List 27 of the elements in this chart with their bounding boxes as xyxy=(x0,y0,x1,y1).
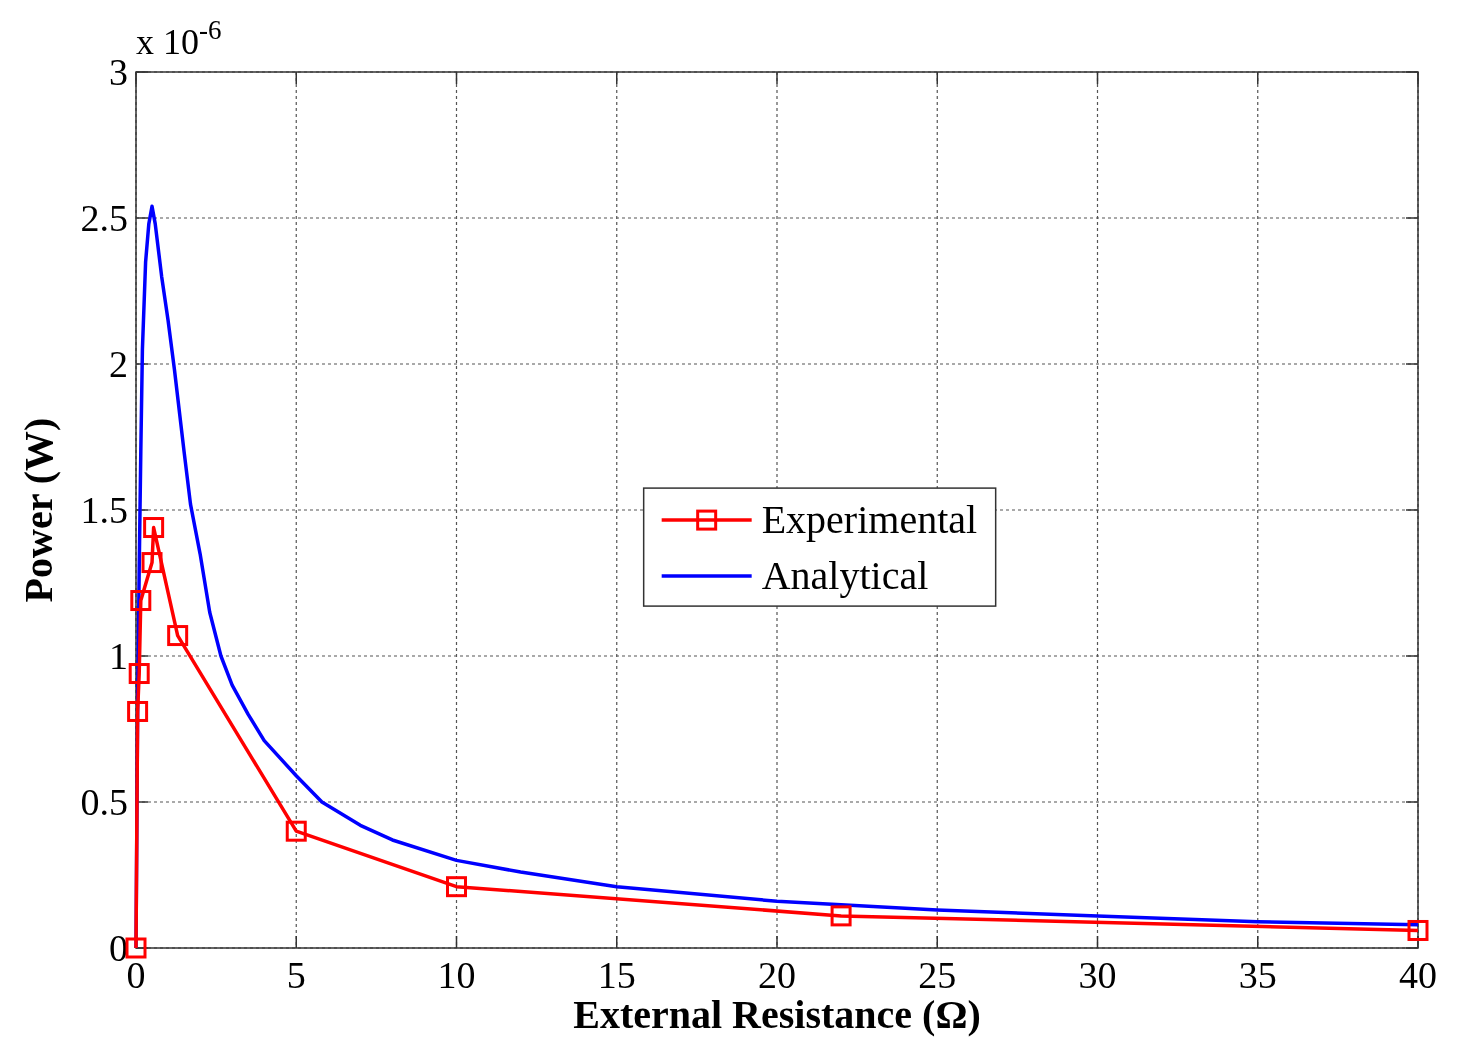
point xyxy=(127,700,149,722)
y-axis-title: Power (W) xyxy=(16,417,61,603)
point xyxy=(141,552,163,574)
x-tick-label: 40 xyxy=(1399,954,1437,996)
y-tick-label: 1 xyxy=(109,635,128,677)
x-tick-label: 5 xyxy=(286,954,306,996)
x-tick-label: 30 xyxy=(1078,954,1117,996)
legend-label: Experimental xyxy=(761,497,978,543)
point xyxy=(167,625,189,647)
legend-label: Analytical xyxy=(761,553,929,599)
point xyxy=(143,517,165,539)
y-tick-label: 0.5 xyxy=(80,781,128,823)
y-tick-label: 2 xyxy=(109,343,128,385)
point xyxy=(1407,919,1429,941)
y-tick-label: 1.5 xyxy=(80,489,128,531)
y-tick-label: 0 xyxy=(109,927,128,969)
point xyxy=(125,937,147,959)
point xyxy=(130,590,152,612)
y-tick-label: 3 xyxy=(109,51,128,93)
point xyxy=(446,876,467,898)
text: x 10$^{-6}$ xyxy=(136,15,222,62)
y-tick-label: 2.5 xyxy=(80,197,128,239)
point xyxy=(128,663,150,685)
point xyxy=(830,905,852,927)
x-tick-label: 10 xyxy=(437,954,476,996)
point xyxy=(285,820,307,842)
x-tick-label: 35 xyxy=(1238,954,1277,996)
